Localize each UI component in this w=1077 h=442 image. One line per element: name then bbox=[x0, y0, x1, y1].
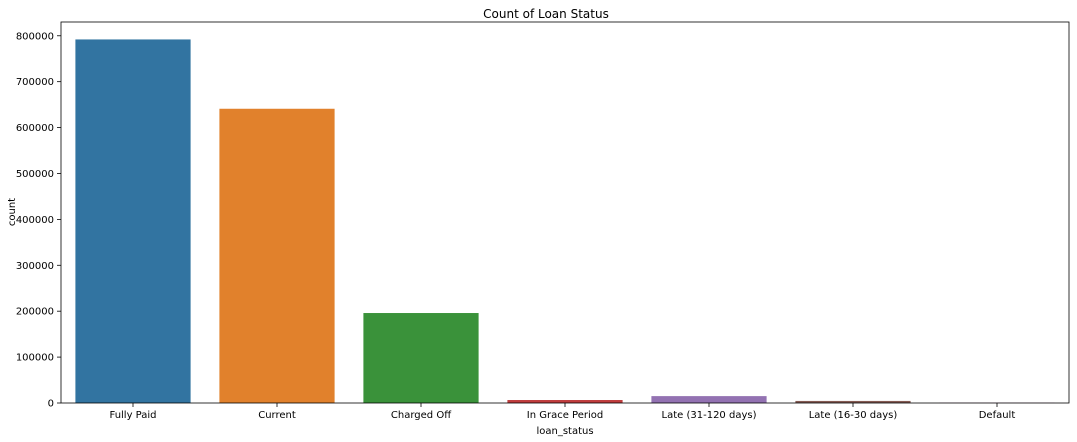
x-tick-label: Default bbox=[979, 410, 1016, 421]
bar bbox=[75, 39, 191, 404]
y-tick-label: 100000 bbox=[16, 353, 54, 364]
x-axis-title: loan_status bbox=[536, 426, 593, 437]
y-tick-label: 600000 bbox=[16, 123, 54, 134]
x-tick-label: In Grace Period bbox=[527, 410, 603, 421]
chart-title: Count of Loan Status bbox=[483, 7, 609, 21]
bar bbox=[507, 400, 623, 403]
y-tick-label: 0 bbox=[48, 399, 54, 410]
x-tick-label: Fully Paid bbox=[109, 410, 156, 421]
y-tick-label: 500000 bbox=[16, 169, 54, 180]
bar bbox=[219, 108, 335, 404]
y-tick-label: 700000 bbox=[16, 77, 54, 88]
x-tick-label: Charged Off bbox=[391, 410, 452, 421]
bar bbox=[795, 400, 911, 403]
bar bbox=[651, 396, 767, 403]
x-tick-label: Late (16-30 days) bbox=[809, 410, 898, 421]
bar bbox=[363, 313, 479, 403]
y-axis-title: count bbox=[7, 198, 18, 226]
y-tick-label: 200000 bbox=[16, 307, 54, 318]
plot-frame bbox=[60, 21, 1070, 404]
plot-area: 0 100000 200000 300000 400000 500000 600000 700… bbox=[16, 31, 1055, 421]
y-tick-label: 800000 bbox=[16, 31, 54, 42]
x-tick-label: Current bbox=[258, 410, 296, 421]
y-tick-label: 400000 bbox=[16, 215, 54, 226]
y-tick-label: 300000 bbox=[16, 261, 54, 272]
x-tick-label: Late (31-120 days) bbox=[662, 410, 757, 421]
